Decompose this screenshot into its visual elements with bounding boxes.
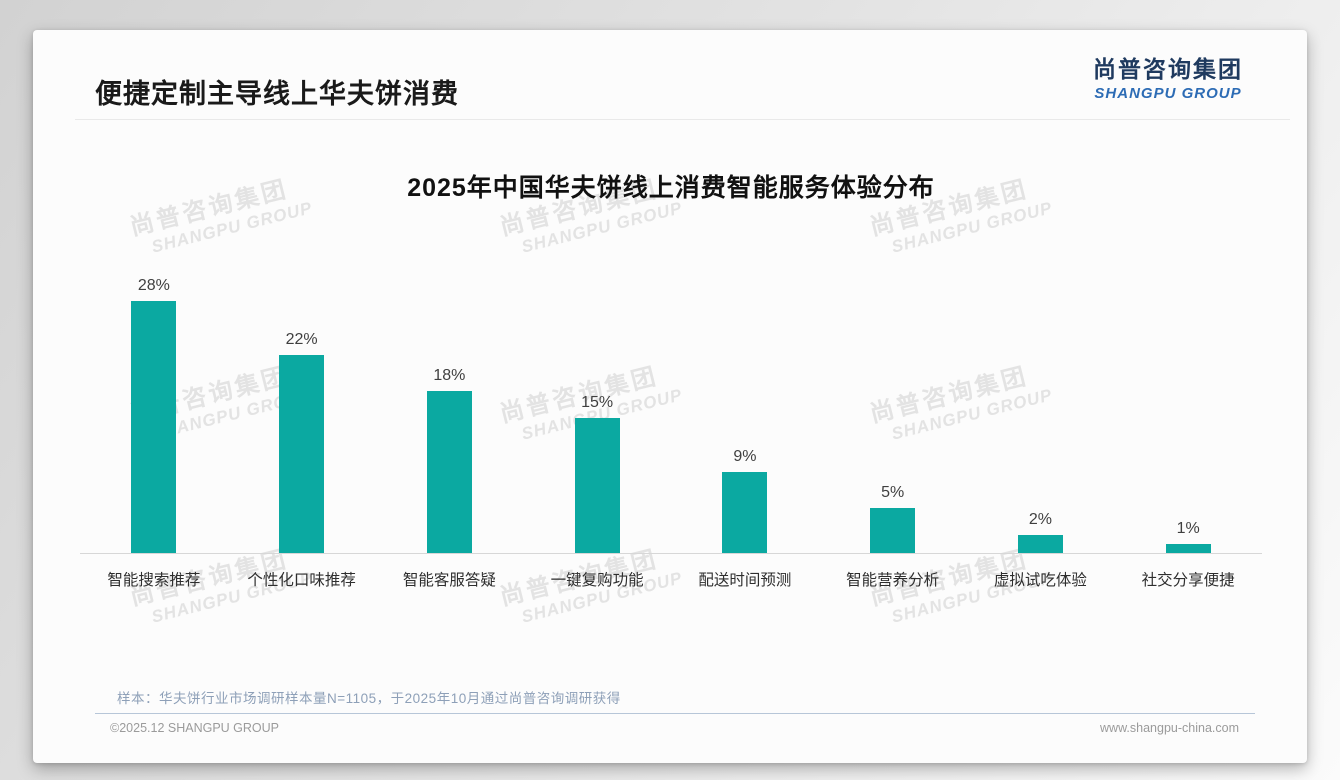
bar-value-label: 22% xyxy=(285,331,318,348)
category-label: 个性化口味推荐 xyxy=(247,572,356,589)
copyright-text: ©2025.12 SHANGPU GROUP xyxy=(110,721,279,735)
category-label: 虚拟试吃体验 xyxy=(993,572,1087,589)
bar-column: 5% xyxy=(819,265,967,553)
category-label: 社交分享便捷 xyxy=(1141,572,1235,589)
category-label: 智能客服答疑 xyxy=(402,572,496,589)
bar-column: 9% xyxy=(671,265,819,553)
slide-card: 尚普咨询集团 SHANGPU GROUP 尚普咨询集团 SHANGPU GROUP … xyxy=(33,30,1307,763)
footer-divider xyxy=(95,713,1255,714)
category-label: 智能搜索推荐 xyxy=(107,572,201,589)
bar xyxy=(870,508,916,553)
bar-chart: 28% 22% 18% 15% 9% 5% 2% 1% xyxy=(80,265,1262,553)
title-divider xyxy=(75,119,1290,120)
bar-column: 18% xyxy=(376,265,524,553)
category-label: 配送时间预测 xyxy=(698,572,792,589)
chart-title: 2025年中国华夫饼线上消费智能服务体验分布 xyxy=(407,174,935,202)
bar-value-label: 9% xyxy=(733,448,757,465)
bar-value-label: 5% xyxy=(881,484,905,501)
bar-value-label: 2% xyxy=(1028,511,1052,528)
category-labels-row: 智能搜索推荐 个性化口味推荐 智能客服答疑 一键复购功能 配送时间预测 智能营养… xyxy=(80,568,1262,590)
company-logo: 尚普咨询集团 SHANGPU GROUP xyxy=(1093,50,1243,102)
bar-column: 28% xyxy=(80,265,228,553)
bar xyxy=(722,472,768,553)
sample-footnote: 样本：华夫饼行业市场调研样本量N=1105，于2025年10月通过尚普咨询调研获… xyxy=(117,691,621,706)
bar-column: 2% xyxy=(967,265,1115,553)
category-label: 智能营养分析 xyxy=(846,572,940,589)
bar xyxy=(1017,535,1063,553)
category-label: 一键复购功能 xyxy=(550,572,644,589)
bar xyxy=(426,391,472,553)
bar xyxy=(574,418,620,553)
website-url[interactable]: www.shangpu-china.com xyxy=(1100,721,1239,735)
bar-value-label: 18% xyxy=(433,367,466,384)
bar xyxy=(131,301,177,553)
bar-column: 15% xyxy=(523,265,671,553)
logo-chinese-name: 尚普咨询集团 xyxy=(1093,56,1243,82)
page-title: 便捷定制主导线上华夫饼消费 xyxy=(95,79,459,109)
bar-column: 1% xyxy=(1114,265,1262,553)
bar xyxy=(279,355,325,553)
bar-value-label: 15% xyxy=(581,394,614,411)
x-axis-line xyxy=(80,553,1262,554)
bar-column: 22% xyxy=(228,265,376,553)
bar xyxy=(1165,544,1211,553)
logo-english-name: SHANGPU GROUP xyxy=(1094,85,1242,102)
bar-value-label: 28% xyxy=(137,277,170,294)
bar-value-label: 1% xyxy=(1176,520,1200,537)
